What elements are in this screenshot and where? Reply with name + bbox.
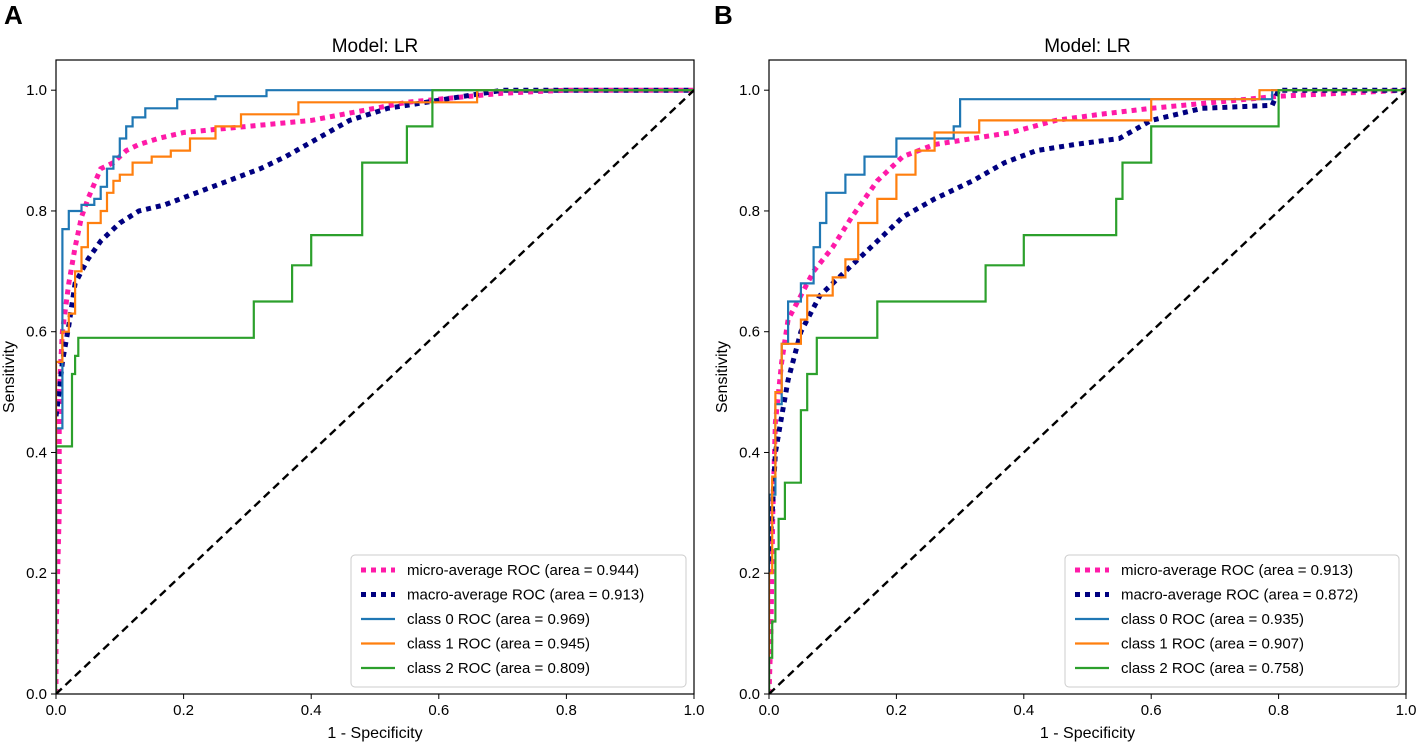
series-line-chance: [769, 89, 1406, 694]
y-tick-label: 1.0: [739, 82, 760, 99]
x-tick-label: 0.4: [1013, 702, 1034, 719]
x-tick-label: 0.0: [759, 702, 780, 719]
series-line-class1: [769, 89, 1406, 694]
x-tick-label: 1.0: [1396, 702, 1417, 719]
legend-box: [350, 554, 687, 688]
y-tick-label: 0.0: [26, 686, 47, 703]
chart-title: Model: LR: [332, 36, 419, 57]
x-tick-label: 0.2: [173, 702, 194, 719]
y-tick-label: 0.0: [739, 686, 760, 703]
panel-label: B: [714, 0, 733, 30]
y-tick-label: 1.0: [26, 82, 47, 99]
x-tick-label: 0.6: [1141, 702, 1162, 719]
legend-label-class0: class 0 ROC (area = 0.935): [1121, 611, 1304, 628]
legend-label-micro: micro-average ROC (area = 0.944): [407, 562, 639, 579]
plot-frame: [55, 59, 695, 695]
legend-label-class2: class 2 ROC (area = 0.809): [407, 660, 590, 677]
legend: micro-average ROC (area = 0.913) macro-av…: [1064, 554, 1400, 688]
x-axis-label: 1 - Specificity: [327, 725, 422, 742]
series-line-class1: [56, 89, 694, 694]
y-tick-label: 0.2: [26, 565, 47, 582]
x-tick-label: 0.4: [301, 702, 322, 719]
series-line-macro: [56, 87, 694, 417]
legend-label-macro: macro-average ROC (area = 0.872): [1121, 587, 1358, 604]
legend-box: [1064, 554, 1400, 688]
series-line-chance: [56, 89, 694, 694]
y-tick-label: 0.6: [26, 324, 47, 341]
series-line-macro: [769, 87, 1406, 562]
chart-title: Model: LR: [1044, 36, 1131, 57]
legend-label-micro: micro-average ROC (area = 0.913): [1121, 562, 1353, 579]
y-tick-label: 0.8: [26, 203, 47, 220]
series-line-class0: [56, 89, 694, 694]
y-tick-label: 0.2: [739, 565, 760, 582]
x-tick-label: 0.0: [46, 702, 67, 719]
y-tick-label: 0.4: [26, 444, 47, 461]
series-line-micro: [769, 87, 1406, 694]
y-tick-label: 0.8: [739, 203, 760, 220]
y-tick-label: 0.6: [739, 324, 760, 341]
legend-label-macro: macro-average ROC (area = 0.913): [407, 587, 644, 604]
y-axis-label: Sensitivity: [1, 341, 18, 413]
legend-label-class2: class 2 ROC (area = 0.758): [1121, 660, 1304, 677]
legend-label-class1: class 1 ROC (area = 0.945): [407, 636, 590, 653]
x-tick-label: 1.0: [684, 702, 705, 719]
y-axis-label: Sensitivity: [714, 341, 731, 413]
x-tick-label: 0.6: [428, 702, 449, 719]
x-tick-label: 0.8: [1268, 702, 1289, 719]
legend-label-class0: class 0 ROC (area = 0.969): [407, 611, 590, 628]
x-axis-label: 1 - Specificity: [1040, 725, 1135, 742]
legend: micro-average ROC (area = 0.944) macro-av…: [350, 554, 687, 688]
legend-label-class1: class 1 ROC (area = 0.907): [1121, 636, 1304, 653]
x-tick-label: 0.8: [556, 702, 577, 719]
x-tick-label: 0.2: [886, 702, 907, 719]
panel-label: A: [4, 0, 23, 30]
plot-frame: [768, 59, 1407, 695]
y-tick-label: 0.4: [739, 444, 760, 461]
roc-panel-a: A Model: LR 0.0 0.2 0.4 0.6 0.8 1.0 0.0 0.2 0.4 0.6…: [1, 0, 704, 742]
roc-panel-b: B Model: LR 0.0 0.2 0.4 0.6 0.8 1.0 0.0 0.2 0.4 0.6…: [714, 0, 1416, 742]
series-line-class2: [769, 89, 1406, 694]
series-line-class2: [56, 89, 694, 694]
